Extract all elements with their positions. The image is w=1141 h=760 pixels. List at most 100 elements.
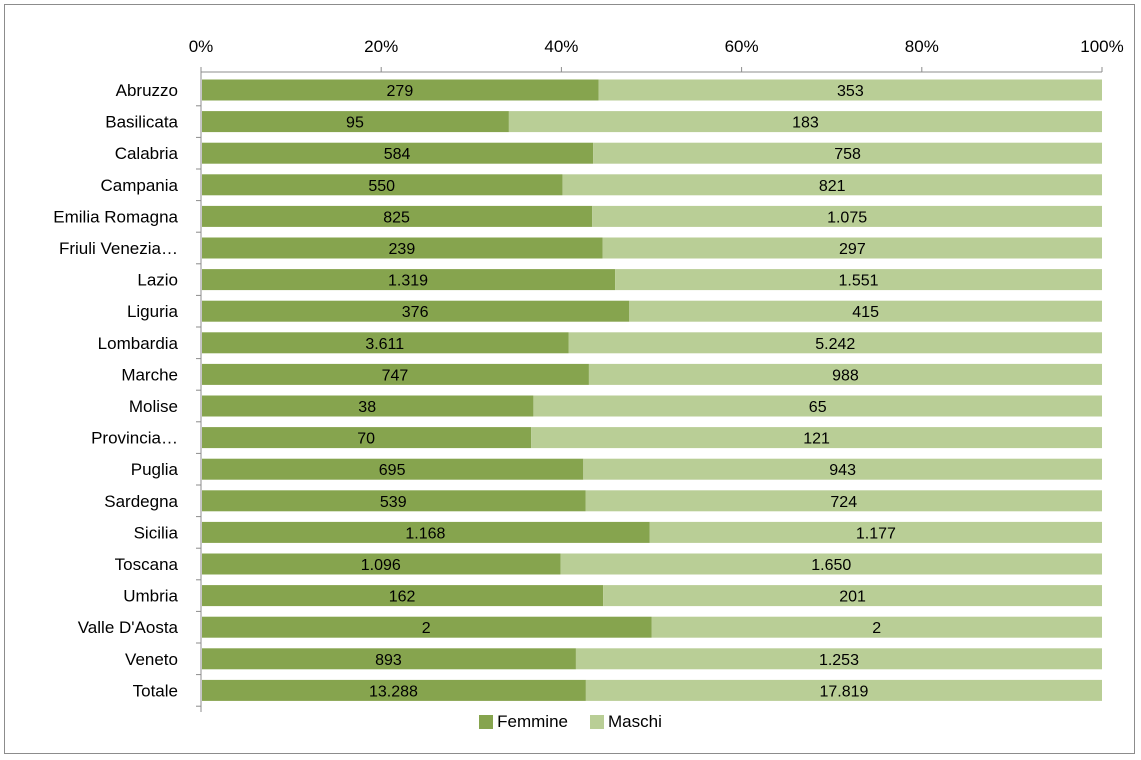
- data-label-femmine: 95: [346, 115, 364, 132]
- bar-maschi: [531, 427, 1102, 449]
- bar-femmine: [202, 585, 604, 607]
- x-tick-label: 20%: [364, 37, 398, 56]
- legend-swatch-maschi: [590, 715, 604, 729]
- bar-femmine: [202, 616, 652, 638]
- bar-femmine: [202, 427, 532, 449]
- category-label: Liguria: [127, 302, 179, 321]
- bar-femmine: [202, 332, 569, 354]
- x-tick-label: 40%: [544, 37, 578, 56]
- data-label-femmine: 3.611: [365, 336, 404, 353]
- category-label: Lazio: [137, 271, 178, 290]
- bar-femmine: [202, 648, 576, 670]
- bar-maschi: [533, 395, 1102, 417]
- bar-femmine: [202, 174, 563, 196]
- bar-maschi: [508, 111, 1102, 133]
- bar-maschi: [598, 79, 1102, 101]
- category-label: Friuli Venezia…: [59, 239, 178, 258]
- data-label-maschi: 415: [852, 304, 879, 321]
- data-label-maschi: 758: [834, 146, 861, 163]
- category-label: Toscana: [115, 555, 179, 574]
- category-label: Veneto: [125, 650, 178, 669]
- category-label: Campania: [101, 176, 179, 195]
- data-label-maschi: 1.075: [827, 209, 867, 226]
- data-label-maschi: 353: [837, 83, 864, 100]
- bar-femmine: [202, 553, 561, 575]
- legend: Femmine Maschi: [0, 712, 1141, 732]
- data-label-maschi: 65: [809, 399, 827, 416]
- data-label-femmine: 38: [358, 399, 376, 416]
- bar-femmine: [202, 521, 650, 543]
- data-label-femmine: 376: [402, 304, 429, 321]
- bar-femmine: [202, 269, 616, 291]
- data-label-femmine: 162: [389, 589, 416, 606]
- data-label-maschi: 943: [829, 462, 856, 479]
- bar-maschi: [588, 363, 1102, 385]
- bar-femmine: [202, 395, 534, 417]
- data-label-maschi: 17.819: [819, 683, 868, 700]
- category-label: Lombardia: [98, 334, 179, 353]
- bar-femmine: [202, 79, 599, 101]
- bar-maschi: [583, 458, 1102, 480]
- data-label-femmine: 1.168: [405, 525, 445, 542]
- x-tick-label: 60%: [725, 37, 759, 56]
- category-label: Sicilia: [134, 523, 179, 542]
- bar-maschi: [575, 648, 1102, 670]
- bar-maschi: [562, 174, 1102, 196]
- bar-maschi: [560, 553, 1102, 575]
- data-label-femmine: 893: [375, 652, 402, 669]
- data-label-maschi: 297: [839, 241, 866, 258]
- x-tick-label: 100%: [1080, 37, 1123, 56]
- data-label-maschi: 988: [832, 367, 859, 384]
- category-label: Provincia…: [91, 429, 178, 448]
- data-label-femmine: 747: [382, 367, 409, 384]
- bar-femmine: [202, 679, 586, 701]
- data-label-femmine: 584: [384, 146, 411, 163]
- bar-femmine: [202, 237, 603, 259]
- bar-maschi: [615, 269, 1102, 291]
- data-label-maschi: 2: [872, 620, 881, 637]
- legend-label-femmine: Femmine: [497, 712, 568, 731]
- data-label-maschi: 183: [792, 115, 819, 132]
- legend-label-maschi: Maschi: [608, 712, 662, 731]
- category-label: Marche: [121, 365, 178, 384]
- data-label-femmine: 239: [389, 241, 416, 258]
- bar-maschi: [593, 142, 1102, 164]
- bar-femmine: [202, 300, 630, 322]
- data-label-femmine: 1.096: [361, 557, 401, 574]
- data-label-maschi: 724: [830, 494, 857, 511]
- data-label-femmine: 2: [422, 620, 431, 637]
- bar-femmine: [202, 142, 594, 164]
- category-label: Basilicata: [105, 113, 178, 132]
- x-tick-label: 80%: [905, 37, 939, 56]
- bar-femmine: [202, 111, 509, 133]
- bar-femmine: [202, 205, 593, 227]
- x-tick-label: 0%: [189, 37, 214, 56]
- category-label: Emilia Romagna: [53, 207, 178, 226]
- data-label-femmine: 279: [387, 83, 414, 100]
- data-label-femmine: 70: [357, 431, 375, 448]
- category-label: Valle D'Aosta: [78, 618, 179, 637]
- bar-maschi: [585, 679, 1102, 701]
- bar-maschi: [651, 616, 1102, 638]
- category-label: Sardegna: [104, 492, 178, 511]
- data-label-femmine: 13.288: [369, 683, 418, 700]
- category-label: Molise: [129, 397, 178, 416]
- bar-maschi: [603, 585, 1102, 607]
- bar-maschi: [592, 205, 1102, 227]
- data-label-femmine: 825: [383, 209, 410, 226]
- bar-maschi: [602, 237, 1102, 259]
- bar-femmine: [202, 363, 589, 385]
- data-label-maschi: 1.551: [839, 273, 879, 290]
- data-label-maschi: 5.242: [815, 336, 855, 353]
- category-label: Abruzzo: [116, 81, 178, 100]
- data-label-femmine: 695: [379, 462, 406, 479]
- category-label: Puglia: [131, 460, 179, 479]
- data-label-maschi: 1.650: [811, 557, 851, 574]
- bar-maschi: [649, 521, 1102, 543]
- legend-item-femmine: Femmine: [479, 712, 568, 732]
- category-label: Calabria: [115, 144, 179, 163]
- data-label-maschi: 121: [803, 431, 830, 448]
- data-label-femmine: 1.319: [388, 273, 428, 290]
- bar-maschi: [568, 332, 1102, 354]
